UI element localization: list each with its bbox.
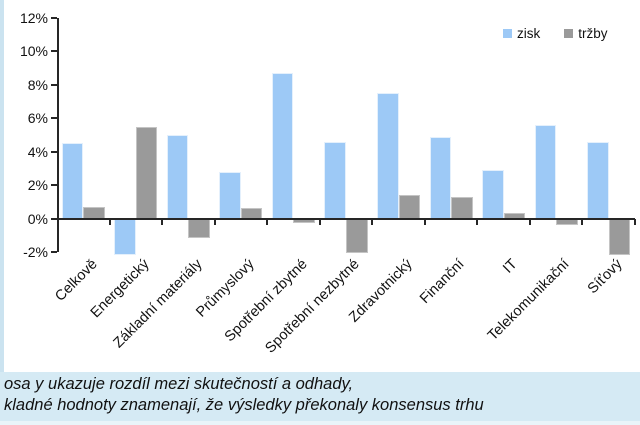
zisk-swatch-icon (503, 29, 512, 38)
y-axis-tick-mark (51, 16, 57, 19)
page-edge-strip (0, 0, 4, 372)
caption-line-1: osa y ukazuje rozdíl mezi skutečností a … (4, 375, 354, 393)
legend-label-zisk: zisk (517, 26, 541, 41)
caption-under-strip (0, 421, 640, 425)
bar-zisk-telekomunikacni (534, 124, 557, 220)
y-axis-tick-label: 8% (27, 76, 48, 93)
bar-trzby-zdravotnicky (398, 195, 421, 220)
y-axis-tick-label: 0% (27, 210, 48, 227)
x-axis-tick-mark (528, 218, 531, 225)
x-axis-tick-mark (161, 218, 164, 225)
x-axis-tick-mark (581, 218, 584, 225)
legend-item-zisk: zisk (503, 26, 540, 41)
x-axis-tick-mark (423, 218, 426, 225)
bar-zisk-financni (429, 136, 452, 220)
bar-trzby-financni (451, 196, 473, 220)
bar-zisk-zdravotnicky (377, 93, 399, 220)
bar-zisk-sitovy (587, 141, 609, 220)
trzby-swatch-icon (564, 29, 574, 38)
caption-line-2: kladné hodnoty znamenají, že výsledky př… (4, 396, 484, 414)
bar-trzby-spotrebni-nezbytne (346, 218, 368, 253)
x-axis-tick-mark (108, 218, 111, 225)
x-axis-tick-mark (213, 218, 216, 225)
y-axis-tick-label: 6% (27, 110, 48, 127)
legend-item-trzby: tržby (564, 26, 608, 41)
legend-label-trzby: tržby (578, 26, 608, 41)
x-axis-tick-mark (634, 218, 636, 225)
bar-zisk-it (482, 170, 504, 220)
y-axis-tick-label: 12% (19, 9, 48, 26)
y-axis-tick-mark (51, 50, 57, 53)
y-axis-tick-mark (51, 83, 57, 86)
chart-caption: osa y ukazuje rozdíl mezi skutečností a … (0, 372, 640, 421)
bar-zisk-energeticky (114, 218, 136, 255)
bar-zisk-zakladni-materialy (166, 134, 189, 220)
x-axis-tick-mark (476, 218, 479, 225)
x-axis-tick-mark (371, 218, 374, 225)
bar-chart: 12% 10% 8% 6% 4% 2% 0% -2% Celkově Energetický Zák… (19, 9, 636, 357)
y-axis-tick-label: 4% (27, 143, 48, 160)
y-axis-tick-mark (51, 150, 57, 153)
bar-trzby-energeticky (135, 126, 158, 220)
legend: zisk tržby (503, 26, 608, 41)
bar-zisk-prumyslovy (219, 171, 241, 220)
y-axis-tick-mark (51, 217, 57, 220)
y-axis-tick-mark (51, 184, 57, 187)
y-axis-tick-label: -2% (23, 243, 48, 260)
x-axis-tick-mark (266, 218, 269, 225)
bar-zisk-spotrebni-nezbytne (324, 141, 346, 220)
y-axis-tick-label: 2% (27, 177, 48, 194)
x-axis-tick-mark (318, 218, 321, 225)
bar-trzby-zakladni-materialy (188, 218, 210, 238)
y-axis-tick-label: 10% (19, 43, 48, 60)
bar-zisk-celkove (61, 143, 84, 220)
bar-zisk-spotrebni-zbytne (271, 73, 294, 220)
bar-trzby-sitovy (608, 218, 631, 255)
y-axis-line (57, 17, 59, 252)
x-axis-line (57, 217, 635, 220)
y-axis-tick-mark (51, 117, 57, 120)
y-axis-tick-mark (51, 250, 57, 253)
